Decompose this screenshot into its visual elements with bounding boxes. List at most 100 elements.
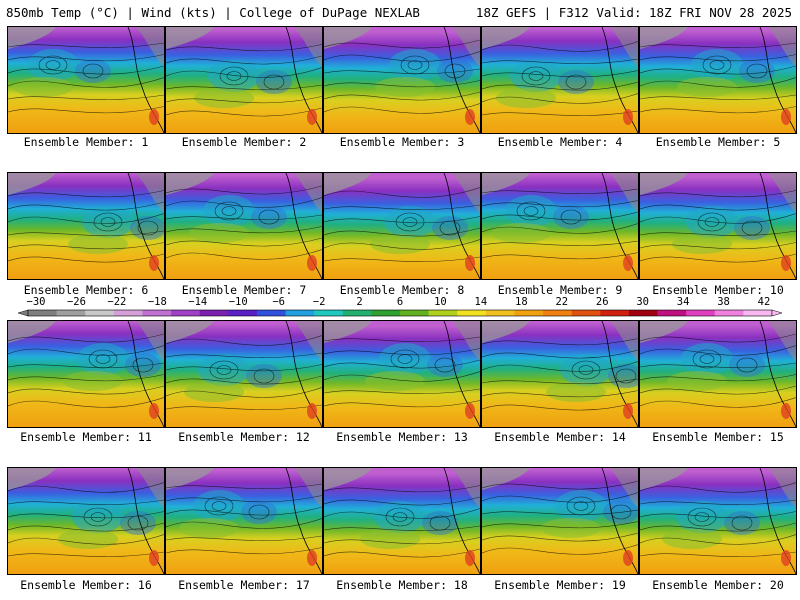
colorbar-tick-label: 10: [434, 296, 447, 308]
temperature-field-map: [324, 173, 480, 279]
ensemble-member-map: [323, 467, 481, 575]
temperature-field-map: [8, 27, 164, 133]
ensemble-member-label: Ensemble Member: 18: [336, 578, 468, 592]
temperature-field-map: [640, 468, 796, 574]
temperature-field-map: [166, 321, 322, 427]
colorbar-tick-label: −6: [272, 296, 285, 308]
ensemble-member-map: [481, 467, 639, 575]
colorbar-swatch: [514, 310, 544, 316]
colorbar-tick-label: −30: [26, 296, 46, 308]
ensemble-member-label: Ensemble Member: 16: [20, 578, 152, 592]
colorbar-tick-label: −10: [228, 296, 248, 308]
run-valid-time: 18Z GEFS | F312 Valid: 18Z FRI NOV 28 20…: [475, 5, 792, 20]
ensemble-member-label: Ensemble Member: 8: [339, 283, 465, 297]
temperature-field-map: [640, 27, 796, 133]
colorbar-swatch: [142, 310, 172, 316]
temperature-field-map: [640, 173, 796, 279]
colorbar-swatch: [743, 310, 773, 316]
ensemble-member-map: [323, 320, 481, 428]
ensemble-member-map: [7, 172, 165, 280]
ensemble-member-map: [323, 172, 481, 280]
ensemble-member-map: [7, 320, 165, 428]
colorbar-swatch: [400, 310, 430, 316]
temperature-colorbar: −30 −26 −22 −18 −14 −10 −6 −2 2 6 10 14 18 22 26 30 34 38…: [0, 296, 800, 318]
ensemble-member-label: Ensemble Member: 12: [178, 430, 310, 444]
ensemble-member-map: [639, 467, 797, 575]
colorbar-tick-label: −18: [147, 296, 167, 308]
ensemble-member-map: [639, 172, 797, 280]
ensemble-member-label: Ensemble Member: 9: [497, 283, 623, 297]
ensemble-member-label: Ensemble Member: 15: [652, 430, 784, 444]
temperature-field-map: [8, 321, 164, 427]
colorbar-swatch: [714, 310, 744, 316]
temperature-field-map: [482, 468, 638, 574]
header: 850mb Temp (°C) | Wind (kts) | College o…: [0, 0, 800, 24]
colorbar-swatch: [485, 310, 515, 316]
ensemble-member-label: Ensemble Member: 19: [494, 578, 626, 592]
colorbar-tick-label: −14: [188, 296, 208, 308]
ensemble-member-label: Ensemble Member: 1: [23, 135, 149, 149]
colorbar-swatch: [113, 310, 143, 316]
colorbar-tick-label: 26: [595, 296, 609, 308]
colorbar-swatch: [228, 310, 258, 316]
colorbar-tick-label: 18: [515, 296, 528, 308]
ensemble-member-label: Ensemble Member: 10: [652, 283, 784, 297]
colorbar-swatch: [256, 310, 287, 316]
ensemble-member-label: Ensemble Member: 20: [652, 578, 784, 592]
ensemble-member-map: [165, 467, 323, 575]
colorbar-swatch: [686, 310, 716, 316]
colorbar-swatch: [371, 310, 401, 316]
colorbar-swatch: [571, 310, 601, 316]
temperature-field-map: [8, 173, 164, 279]
ensemble-member-map: [481, 172, 639, 280]
ensemble-member-label: Ensemble Member: 4: [497, 135, 623, 149]
temperature-field-map: [640, 321, 796, 427]
ensemble-member-label: Ensemble Member: 2: [181, 135, 307, 149]
colorbar-tick-label: 6: [396, 296, 404, 308]
ensemble-member-map: [7, 26, 165, 134]
temperature-field-map: [324, 321, 480, 427]
colorbar-swatch: [285, 310, 315, 316]
ensemble-member-label: Ensemble Member: 14: [494, 430, 626, 444]
temperature-field-map: [482, 321, 638, 427]
temperature-field-map: [166, 173, 322, 279]
ensemble-member-map: [7, 467, 165, 575]
map-title: 850mb Temp (°C) | Wind (kts) | College o…: [6, 5, 420, 20]
colorbar-tick-label: 34: [676, 296, 690, 308]
colorbar-scale: [17, 309, 783, 317]
ensemble-member-map: [165, 172, 323, 280]
ensemble-member-map: [639, 26, 797, 134]
colorbar-swatch: [171, 310, 201, 316]
ensemble-member-label: Ensemble Member: 3: [339, 135, 465, 149]
colorbar-tick-label: −22: [107, 296, 127, 308]
colorbar-tick-label: 14: [474, 296, 488, 308]
ensemble-member-map: [481, 26, 639, 134]
ensemble-member-label: Ensemble Member: 17: [178, 578, 310, 592]
colorbar-tick-label: −26: [66, 296, 86, 308]
temperature-field-map: [324, 468, 480, 574]
colorbar-swatch: [628, 310, 659, 316]
ensemble-member-map: [165, 26, 323, 134]
temperature-field-map: [482, 173, 638, 279]
colorbar-tick-label: 42: [757, 296, 771, 308]
ensemble-member-map: [165, 320, 323, 428]
ensemble-member-label: Ensemble Member: 13: [336, 430, 468, 444]
colorbar-tick-label: 22: [555, 296, 569, 308]
temperature-field-map: [482, 27, 638, 133]
colorbar-tick-label: 2: [356, 296, 363, 308]
ensemble-member-label: Ensemble Member: 7: [181, 283, 307, 297]
ensemble-member-map: [481, 320, 639, 428]
temperature-field-map: [8, 468, 164, 574]
temperature-field-map: [166, 27, 322, 133]
ensemble-member-label: Ensemble Member: 5: [655, 135, 781, 149]
colorbar-swatch: [56, 310, 86, 316]
colorbar-swatch: [457, 310, 487, 316]
temperature-field-map: [166, 468, 322, 574]
colorbar-tick-label: 30: [636, 296, 649, 308]
colorbar-swatch: [199, 310, 229, 316]
colorbar-swatch: [657, 310, 687, 316]
colorbar-swatch: [342, 310, 372, 316]
ensemble-member-map: [323, 26, 481, 134]
colorbar-swatch: [85, 310, 115, 316]
colorbar-swatch: [600, 310, 630, 316]
